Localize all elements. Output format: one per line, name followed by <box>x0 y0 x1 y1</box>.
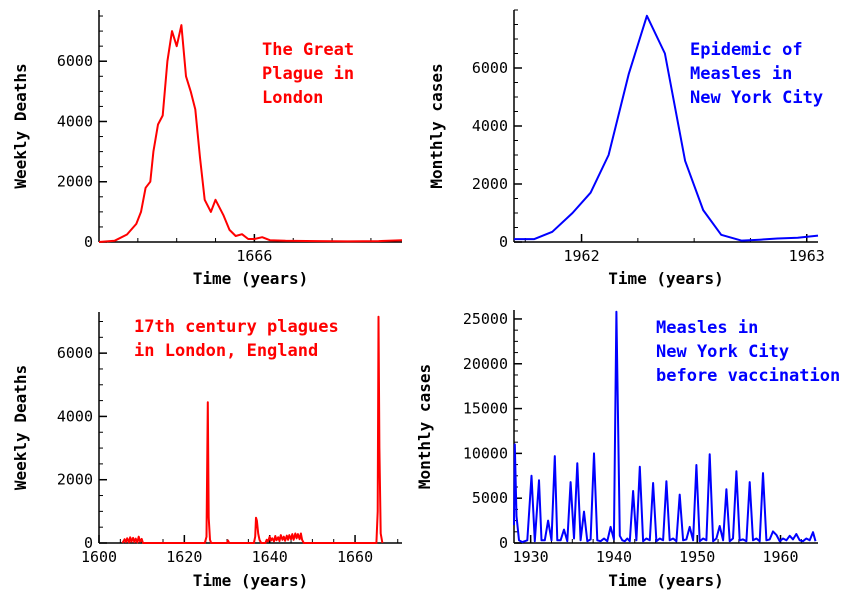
y-tick-label: 0 <box>84 534 93 552</box>
x-axis-label: Time (years) <box>193 571 309 590</box>
y-axis-label: Weekly Deaths <box>11 365 30 490</box>
x-tick-label: 1950 <box>679 548 715 566</box>
x-tick-label: 1620 <box>166 548 202 566</box>
x-tick-label: 1600 <box>81 548 117 566</box>
y-tick-label: 4000 <box>57 112 93 130</box>
x-tick-label: 1963 <box>789 247 825 265</box>
y-tick-label: 6000 <box>57 344 93 362</box>
y-tick-label: 15000 <box>463 400 508 418</box>
series-line <box>514 14 819 242</box>
x-tick-label: 1960 <box>762 548 798 566</box>
series-line <box>98 24 403 243</box>
y-tick-label: 2000 <box>57 173 93 191</box>
y-tick-label: 2000 <box>57 471 93 489</box>
chart-panel-1: 0 2000 4000 6000 1666 Time (years) Weekly Deat… <box>11 10 403 288</box>
y-tick-label: 4000 <box>57 407 93 425</box>
annotation-line: Plague in <box>262 64 354 84</box>
annotation-line: 17th century plagues <box>134 317 339 337</box>
series-line <box>121 315 384 544</box>
y-tick-label: 0 <box>499 534 508 552</box>
y-tick-label: 20000 <box>463 355 508 373</box>
y-tick-label: 6000 <box>472 59 508 77</box>
y-tick-label: 6000 <box>57 52 93 70</box>
x-axis-label: Time (years) <box>193 269 309 288</box>
annotation-line: Measles in <box>690 64 792 84</box>
annotation-line: The Great <box>262 40 354 60</box>
chart-panel-3: 0 2000 4000 6000 1600 1620 1640 1660 Time (years… <box>11 312 402 590</box>
y-tick-label: 0 <box>499 233 508 251</box>
annotation-line: Epidemic of <box>690 40 803 60</box>
chart-panel-4: 0 5000 10000 15000 20000 25000 1930 1940 1950 196… <box>415 310 840 590</box>
chart-panel-2: 0 2000 4000 6000 1962 1963 Time (years) Monthly… <box>427 9 825 288</box>
annotation-line: New York City <box>690 88 823 108</box>
y-tick-label: 2000 <box>472 175 508 193</box>
y-tick-label: 5000 <box>472 489 508 507</box>
annotation-line: in London, England <box>134 341 318 361</box>
y-axis-label: Monthly cases <box>427 63 446 188</box>
annotation-line: before vaccination <box>656 366 840 386</box>
annotation-line: London <box>262 88 323 108</box>
x-tick-label: 1660 <box>337 548 373 566</box>
annotation-line: Measles in <box>656 318 758 338</box>
x-tick-label: 1940 <box>596 548 632 566</box>
x-tick-label: 1666 <box>236 247 272 265</box>
y-tick-label: 25000 <box>463 310 508 328</box>
y-tick-label: 0 <box>84 233 93 251</box>
y-axis-label: Weekly Deaths <box>11 63 30 188</box>
x-tick-label: 1640 <box>252 548 288 566</box>
y-tick-label: 10000 <box>463 444 508 462</box>
x-axis-label: Time (years) <box>608 269 724 288</box>
y-axis-label: Monthly cases <box>415 364 434 489</box>
annotation-line: New York City <box>656 342 789 362</box>
x-tick-label: 1930 <box>513 548 549 566</box>
x-axis-label: Time (years) <box>608 571 724 590</box>
y-tick-label: 4000 <box>472 117 508 135</box>
x-tick-label: 1962 <box>563 247 599 265</box>
series-line <box>513 310 817 544</box>
